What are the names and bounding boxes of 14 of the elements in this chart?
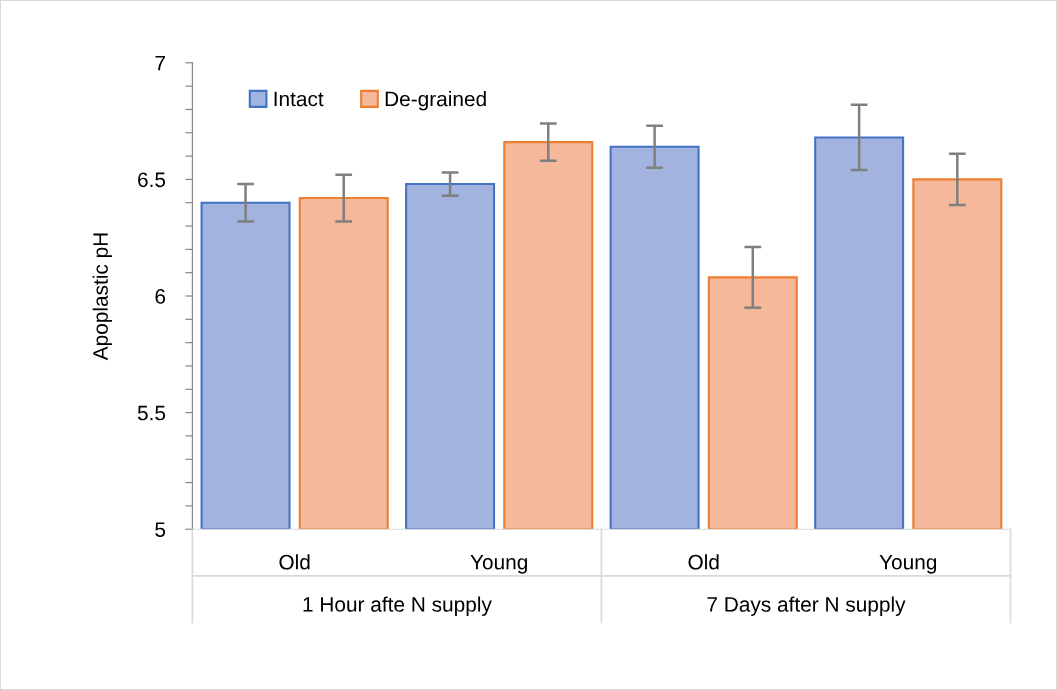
legend-label: De-grained bbox=[385, 91, 486, 111]
y-tick-label: 6 bbox=[155, 289, 166, 304]
y-tick-label: 5.5 bbox=[137, 405, 166, 421]
legend-label: Intact bbox=[274, 91, 324, 107]
x-tick-label: Old bbox=[279, 554, 310, 570]
y-tick-label: 6.5 bbox=[138, 172, 166, 188]
x-tick-label: Old bbox=[688, 554, 719, 570]
y-tick-label: 7 bbox=[155, 56, 165, 71]
x-tick-label: Young bbox=[879, 554, 937, 574]
text: 1 Hour afte N supply bbox=[303, 596, 492, 616]
y-axis-title: Apoplastic pH bbox=[92, 233, 113, 361]
x-tick-label: Young bbox=[470, 554, 527, 574]
text: 7 Days after N supply bbox=[707, 596, 906, 616]
y-tick-label: 5 bbox=[155, 522, 166, 537]
